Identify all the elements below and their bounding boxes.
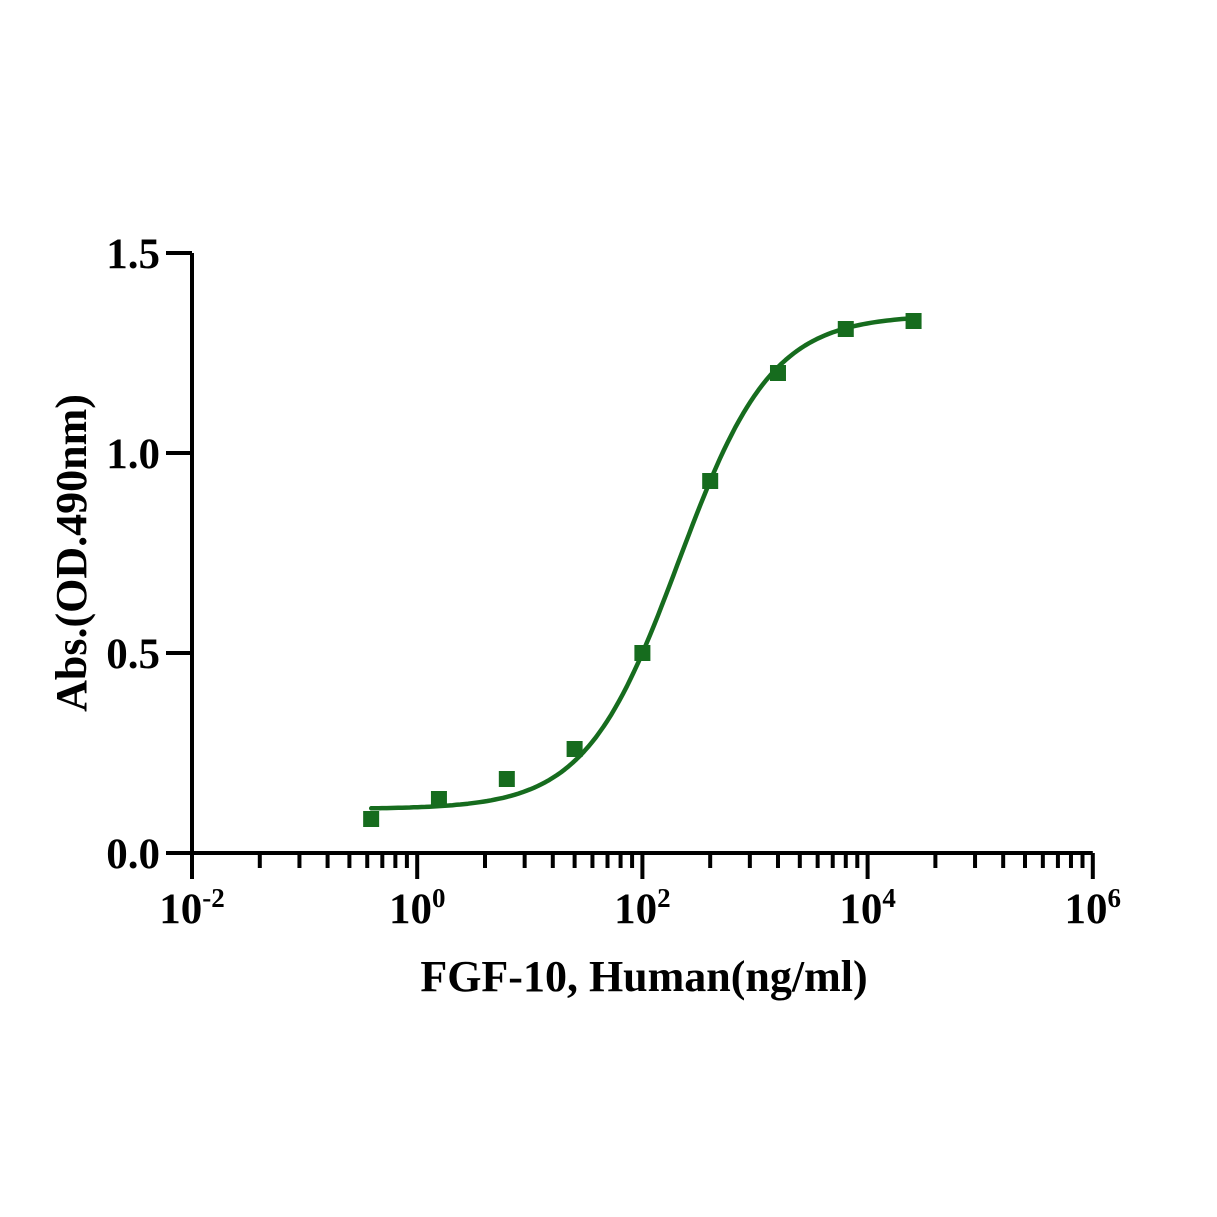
x-tick-label: 10-2 (159, 883, 225, 933)
y-tick-label: 1.5 (106, 231, 160, 278)
data-point-marker (634, 645, 651, 661)
x-axis-title: FGF-10, Human(ng/ml) (420, 952, 867, 1001)
data-point-markers (363, 313, 922, 827)
axis-tick-labels: 0.0 0.5 1.0 1.5 10-2 100 102 104 106 (106, 231, 1121, 933)
data-point-marker (837, 321, 854, 337)
data-point-marker (566, 741, 583, 757)
y-axis-title: Abs.(OD.490nm) (47, 394, 96, 712)
y-tick-label: 0.0 (106, 831, 160, 878)
data-point-marker (905, 313, 922, 329)
y-tick-label: 1.0 (106, 431, 160, 478)
axes (190, 253, 1093, 855)
data-point-marker (363, 811, 380, 827)
y-tick-label: 0.5 (106, 631, 160, 678)
data-point-marker (498, 771, 515, 787)
data-point-marker (430, 791, 447, 807)
x-tick-label: 106 (1065, 883, 1122, 933)
data-point-marker (702, 473, 719, 489)
x-tick-label: 102 (614, 883, 671, 933)
axis-ticks (166, 251, 1095, 879)
x-tick-label: 104 (839, 883, 896, 933)
data-point-marker (769, 365, 786, 381)
x-tick-label: 100 (389, 883, 446, 933)
fit-curve-line (368, 315, 916, 811)
